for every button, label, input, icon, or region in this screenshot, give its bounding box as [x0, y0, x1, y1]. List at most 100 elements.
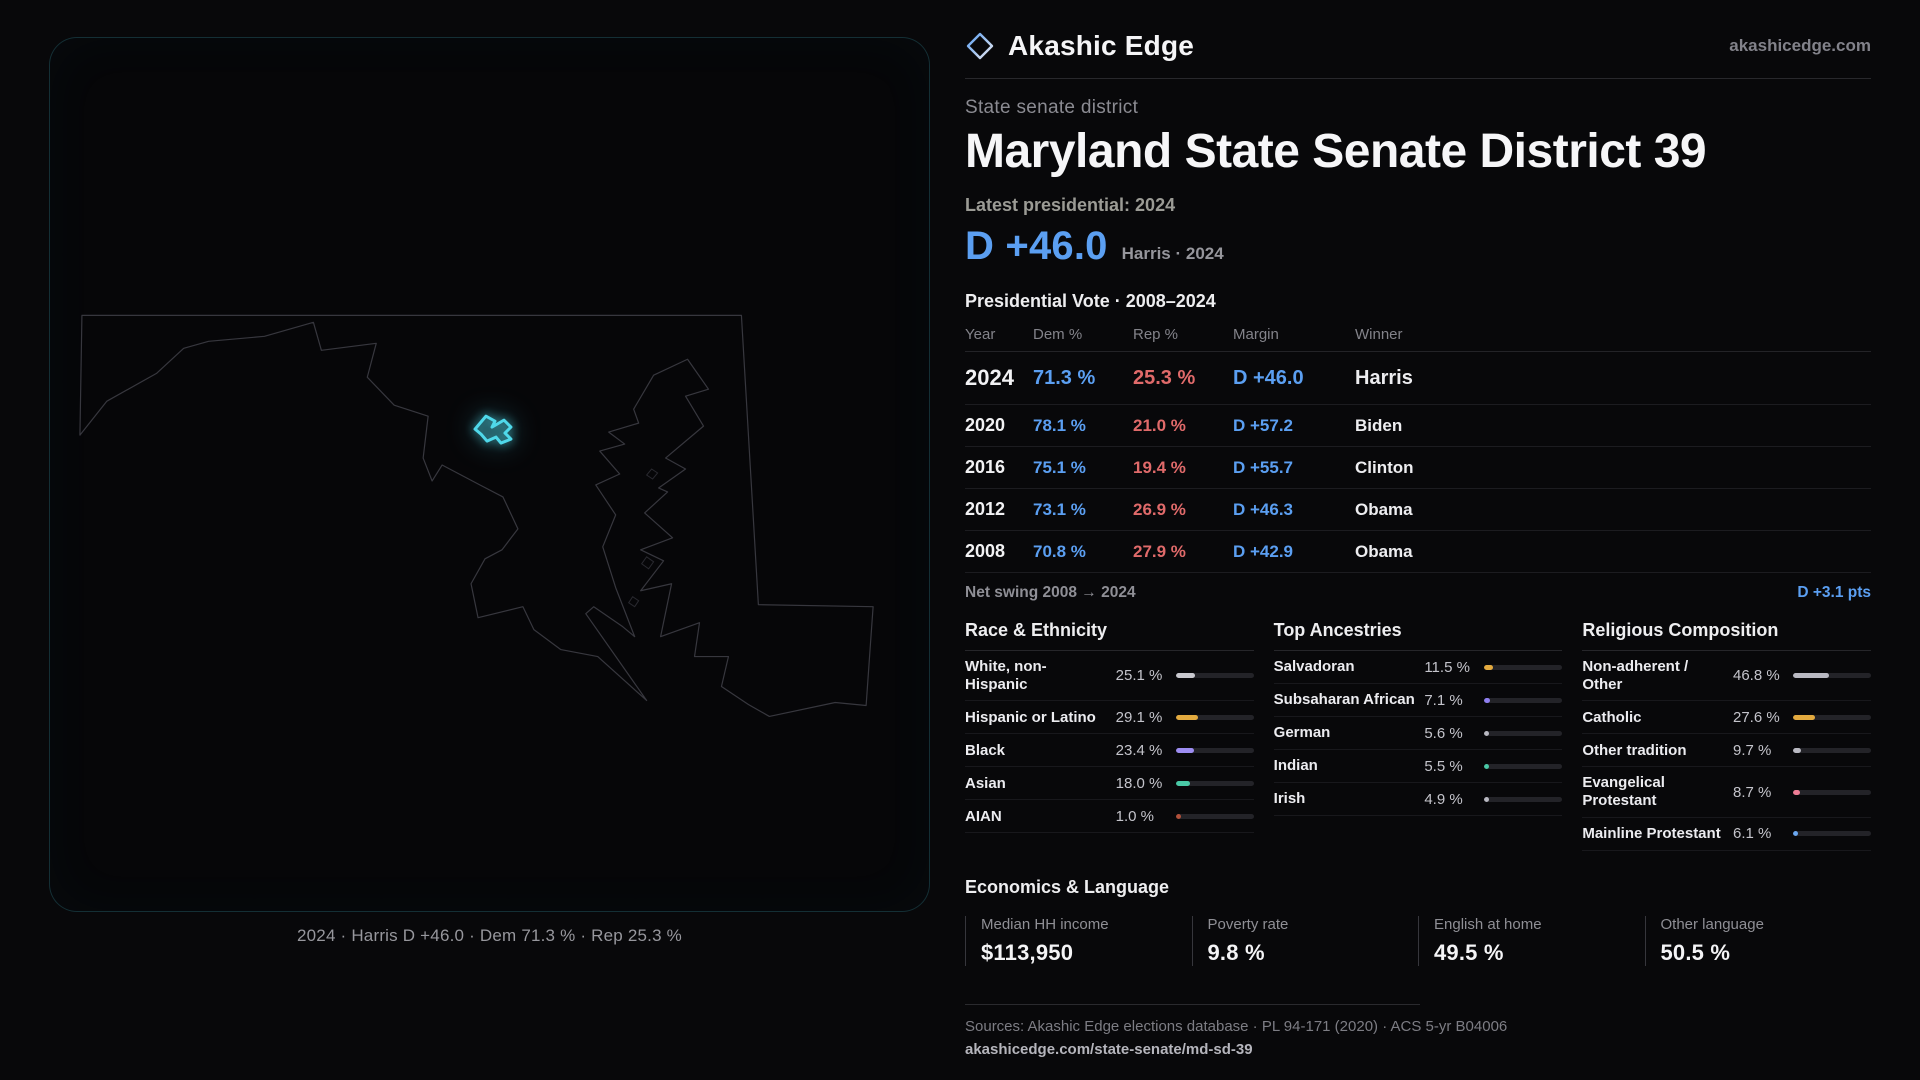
demographic-value: 46.8 % [1732, 667, 1780, 685]
table-row-2020: 2020 78.1 % 21.0 % D +57.2 Biden [965, 405, 1871, 447]
bar-fill [1484, 730, 1490, 736]
bar-fill [1175, 714, 1199, 720]
bar-fill [1175, 673, 1196, 679]
demographic-row: Black 23.4 % [965, 734, 1254, 768]
demographic-row: Other tradition 9.7 % [1582, 734, 1871, 768]
col-header-dem: Dem % [1033, 326, 1083, 343]
demographic-value: 23.4 % [1115, 741, 1163, 759]
demographic-value: 29.1 % [1115, 708, 1163, 726]
footer-divider [965, 1003, 1420, 1005]
demographic-label: Indian [1273, 757, 1318, 775]
demographic-value: 9.7 % [1732, 741, 1772, 759]
demographic-value: 18.0 % [1115, 774, 1163, 792]
demographic-row: AIAN 1.0 % [965, 800, 1254, 834]
maryland-map [79, 314, 874, 718]
bar-fill [1175, 813, 1181, 819]
bar-fill [1484, 664, 1494, 670]
stat-label: Poverty rate [1207, 915, 1289, 933]
stat-value: 49.5 % [1434, 939, 1504, 965]
demographic-label: Salvadoran [1273, 658, 1355, 676]
brand-name: Akashic Edge [1008, 30, 1195, 61]
demographic-label: White, non-Hispanic [965, 658, 1047, 693]
demographic-row: Evangelical Protestant 8.7 % [1582, 767, 1871, 818]
race-ethnicity-title: Race & Ethnicity [965, 620, 1254, 651]
demographic-row: Catholic 27.6 % [1582, 701, 1871, 735]
col-header-winner: Winner [1355, 326, 1403, 343]
demographic-row: Subsaharan African 7.1 % [1273, 684, 1563, 717]
ancestries-column: Top Ancestries Salvadoran 11.5 % Subsaha… [1273, 620, 1563, 851]
bar-fill [1792, 673, 1830, 679]
religion-title: Religious Composition [1582, 620, 1871, 651]
demographic-row: Non-adherent / Other 46.8 % [1582, 651, 1871, 702]
demographic-label: Black [965, 741, 1006, 759]
winner-cell: Obama [1355, 541, 1413, 561]
bar-fill [1792, 714, 1815, 720]
demographic-label: Other tradition [1582, 741, 1687, 759]
rep-cell: 19.4 % [1133, 457, 1186, 477]
demographic-label: Subsaharan African [1273, 691, 1415, 709]
col-header-margin: Margin [1233, 326, 1279, 343]
bar-fill [1484, 763, 1490, 769]
winner-cell: Clinton [1355, 457, 1414, 477]
year-cell: 2024 [965, 365, 1014, 390]
diamond-icon [966, 32, 994, 60]
table-row-2008: 2008 70.8 % 27.9 % D +42.9 Obama [965, 531, 1871, 573]
year-cell: 2016 [965, 457, 1006, 477]
demographics-section: Race & Ethnicity White, non-Hispanic 25.… [965, 620, 1871, 851]
demographic-label: Irish [1273, 790, 1306, 808]
latest-presidential-label: Latest presidential: 2024 [965, 195, 1176, 215]
bar-track [1175, 813, 1254, 819]
demographic-value: 8.7 % [1732, 783, 1772, 801]
stat-poverty-rate: Poverty rate 9.8 % [1191, 915, 1419, 966]
page-title: Maryland State Senate District 39 [965, 125, 1707, 178]
demographic-value: 27.6 % [1732, 708, 1780, 726]
col-header-year: Year [965, 326, 996, 343]
stat-english-at-home: English at home 49.5 % [1418, 915, 1645, 966]
stat-value: $113,950 [981, 939, 1074, 965]
bar-fill [1792, 831, 1798, 837]
map-caption: 2024 · Harris D +46.0 · Dem 71.3 % · Rep… [297, 926, 682, 945]
bar-track [1792, 789, 1871, 795]
sources-text: Sources: Akashic Edge elections database… [965, 1017, 1508, 1035]
bar-fill [1484, 796, 1490, 802]
demographic-value: 11.5 % [1424, 658, 1470, 676]
brand-domain-link[interactable]: akashicedge.com [1729, 36, 1871, 55]
demographic-row: Indian 5.5 % [1273, 750, 1563, 783]
stat-label: Median HH income [981, 915, 1109, 933]
winner-cell: Harris [1355, 366, 1413, 389]
demographic-value: 4.9 % [1424, 790, 1463, 808]
state-outline [79, 314, 874, 718]
col-header-rep: Rep % [1133, 326, 1179, 343]
bar-track [1175, 714, 1254, 720]
bar-track [1175, 673, 1254, 679]
dem-cell: 71.3 % [1033, 366, 1096, 389]
header: Akashic Edge akashicedge.com [965, 30, 1871, 79]
district-map-panel [49, 37, 930, 912]
bar-track [1175, 780, 1254, 786]
demographic-label: German [1273, 724, 1331, 742]
margin-cell: D +55.7 [1233, 457, 1294, 477]
demographic-value: 1.0 % [1115, 807, 1155, 825]
dem-cell: 70.8 % [1033, 541, 1086, 561]
ancestries-title: Top Ancestries [1273, 620, 1563, 651]
net-swing-label: Net swing 2008 → 2024 [965, 584, 1136, 601]
religion-column: Religious Composition Non-adherent / Oth… [1582, 620, 1871, 851]
demographic-value: 5.5 % [1424, 757, 1463, 775]
bar-track [1792, 831, 1871, 837]
demographic-value: 6.1 % [1732, 825, 1772, 843]
headline-margin: D +46.0 Harris · 2024 [965, 224, 1871, 269]
demographic-label: Asian [965, 774, 1006, 792]
stat-median-income: Median HH income $113,950 [965, 915, 1192, 966]
district-39-shape[interactable] [473, 414, 513, 445]
bar-fill [1792, 789, 1800, 795]
demographic-value: 7.1 % [1424, 691, 1463, 709]
demographic-label: Catholic [1582, 708, 1642, 726]
margin-context: Harris · 2024 [1121, 244, 1224, 263]
bay-islands [627, 468, 659, 608]
bar-track [1792, 747, 1871, 753]
table-row-2016: 2016 75.1 % 19.4 % D +55.7 Clinton [965, 447, 1871, 489]
demographic-row: Salvadoran 11.5 % [1273, 651, 1563, 684]
permalink[interactable]: akashicedge.com/state-senate/md-sd-39 [965, 1040, 1253, 1058]
demographic-label: Evangelical Protestant [1582, 774, 1665, 810]
winner-cell: Obama [1355, 499, 1413, 519]
